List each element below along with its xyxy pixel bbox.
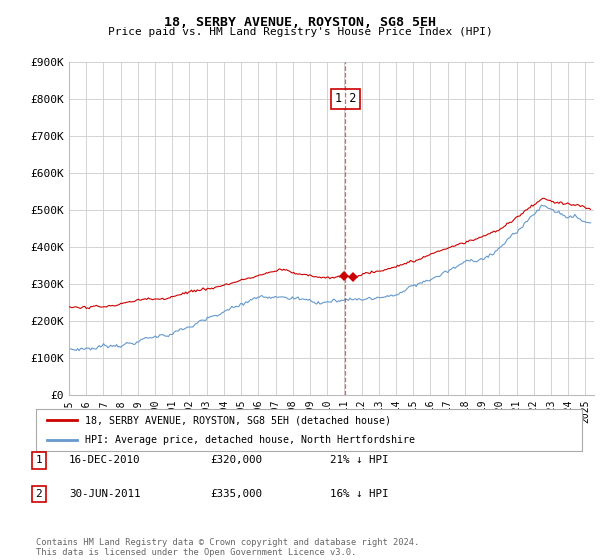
Text: 1: 1: [35, 455, 43, 465]
Text: 30-JUN-2011: 30-JUN-2011: [69, 489, 140, 499]
Text: 16-DEC-2010: 16-DEC-2010: [69, 455, 140, 465]
Text: 18, SERBY AVENUE, ROYSTON, SG8 5EH (detached house): 18, SERBY AVENUE, ROYSTON, SG8 5EH (deta…: [85, 415, 391, 425]
Text: £335,000: £335,000: [210, 489, 262, 499]
Text: 16% ↓ HPI: 16% ↓ HPI: [330, 489, 389, 499]
Text: HPI: Average price, detached house, North Hertfordshire: HPI: Average price, detached house, Nort…: [85, 435, 415, 445]
Text: 21% ↓ HPI: 21% ↓ HPI: [330, 455, 389, 465]
Text: £320,000: £320,000: [210, 455, 262, 465]
Text: Price paid vs. HM Land Registry's House Price Index (HPI): Price paid vs. HM Land Registry's House …: [107, 27, 493, 37]
Text: Contains HM Land Registry data © Crown copyright and database right 2024.
This d: Contains HM Land Registry data © Crown c…: [36, 538, 419, 557]
Text: 2: 2: [35, 489, 43, 499]
Text: 1 2: 1 2: [335, 92, 356, 105]
Text: 18, SERBY AVENUE, ROYSTON, SG8 5EH: 18, SERBY AVENUE, ROYSTON, SG8 5EH: [164, 16, 436, 29]
